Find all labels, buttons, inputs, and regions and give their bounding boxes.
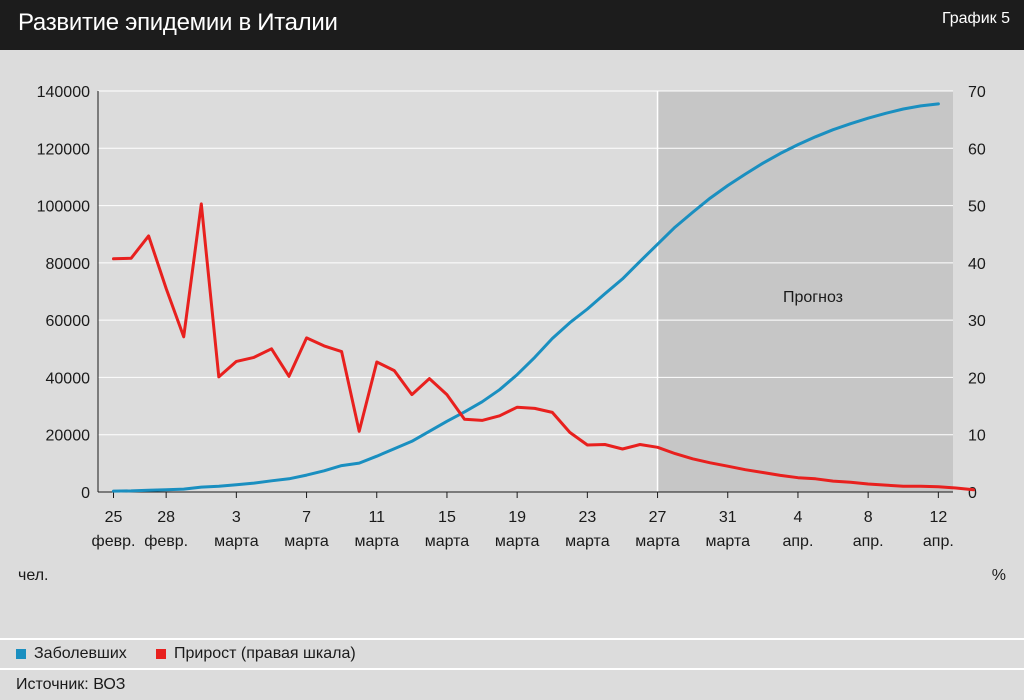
y-right-tick-label: 70 (968, 84, 986, 101)
y-left-tick-label: 100000 (37, 199, 90, 216)
chart-panel: Прогноз 0 20000 40000 60000 80000 100000 120000… (0, 50, 1024, 638)
x-tick-label-day: 7 (302, 509, 311, 526)
y-left-unit: чел. (18, 567, 48, 584)
x-tick-label-month: апр. (853, 533, 884, 550)
x-tick-label-month: марта (214, 533, 259, 550)
line-chart: Прогноз 0 20000 40000 60000 80000 100000 120000… (18, 84, 1006, 584)
legend-swatch-cases (16, 649, 26, 659)
x-tick-label-day: 28 (157, 509, 175, 526)
y-right-tick-label: 30 (968, 313, 986, 330)
legend-item-cases: Заболевших (16, 645, 127, 663)
y-right-tick-label: 60 (968, 141, 986, 158)
legend-item-growth: Прирост (правая шкала) (156, 645, 356, 663)
x-tick-label-day: 27 (649, 509, 667, 526)
y-right-tick-label: 20 (968, 370, 986, 387)
x-tick-label-day: 25 (105, 509, 123, 526)
y-left-tick-label: 120000 (37, 141, 90, 158)
forecast-label: Прогноз (783, 289, 843, 306)
x-tick-label-month: марта (284, 533, 329, 550)
y-right-tick-label: 0 (968, 485, 977, 502)
y-right-tick-label: 10 (968, 428, 986, 445)
x-tick-label-day: 19 (508, 509, 526, 526)
x-tick-label-month: марта (355, 533, 400, 550)
y-right-tick-label: 40 (968, 256, 986, 273)
source-text: Источник: ВОЗ (16, 676, 126, 693)
legend-swatch-growth (156, 649, 166, 659)
x-tick-label-day: 3 (232, 509, 241, 526)
x-tick-label-month: февр. (92, 533, 136, 550)
x-tick-label-month: марта (706, 533, 751, 550)
x-tick-label-day: 15 (438, 509, 456, 526)
legend-label-cases: Заболевших (34, 645, 127, 662)
x-tick-label-day: 12 (929, 509, 947, 526)
source-note: Источник: ВОЗ (0, 670, 1024, 700)
x-tick-label-month: марта (495, 533, 540, 550)
x-tick-label-month: апр. (923, 533, 954, 550)
x-tick-label-month: марта (425, 533, 470, 550)
x-tick-label-day: 31 (719, 509, 737, 526)
y-right-tick-label: 50 (968, 199, 986, 216)
series-line-cases (112, 102, 940, 493)
chart-title: Развитие эпидемии в Италии (18, 9, 338, 36)
y-left-tick-label: 0 (81, 485, 90, 502)
header-bar: Развитие эпидемии в Италии График 5 (0, 0, 1024, 50)
x-tick-label-day: 8 (864, 509, 873, 526)
y-left-tick-label: 140000 (37, 84, 90, 101)
series-line-growth (112, 202, 975, 492)
y-left-tick-label: 60000 (46, 313, 91, 330)
x-tick-label-day: 11 (368, 509, 385, 526)
x-tick-label-day: 23 (578, 509, 596, 526)
y-left-tick-label: 20000 (46, 428, 91, 445)
x-tick-label-month: марта (565, 533, 610, 550)
legend-label-growth: Прирост (правая шкала) (174, 645, 356, 662)
x-tick-label-month: марта (635, 533, 680, 550)
y-left-tick-label: 80000 (46, 256, 91, 273)
x-tick-label-month: апр. (782, 533, 813, 550)
x-tick-label-month: февр. (144, 533, 188, 550)
y-right-unit: % (992, 567, 1006, 584)
y-left-tick-label: 40000 (46, 370, 91, 387)
legend: Заболевших Прирост (правая шкала) (0, 640, 1024, 668)
forecast-region (657, 91, 953, 492)
chart-number: График 5 (941, 10, 1010, 27)
x-tick-label-day: 4 (793, 509, 802, 526)
